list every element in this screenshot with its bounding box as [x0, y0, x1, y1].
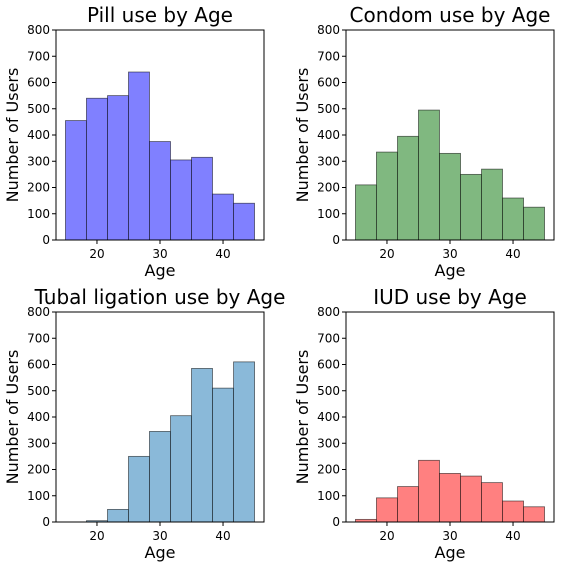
histogram-bar [397, 486, 419, 523]
histogram-bar [481, 168, 503, 241]
y-tick-label: 0 [332, 233, 340, 247]
histogram-bar [212, 193, 234, 241]
y-tick-label: 500 [317, 102, 340, 116]
histogram-bar [502, 500, 524, 523]
y-tick-label: 100 [317, 207, 340, 221]
histogram-bar [397, 135, 419, 241]
y-tick-label: 800 [317, 23, 340, 37]
y-tick-label: 300 [27, 436, 50, 450]
x-tick-label: 40 [215, 529, 230, 543]
histogram-bar [170, 415, 192, 523]
y-axis-label: Number of Users [293, 68, 312, 203]
y-tick-label: 100 [27, 489, 50, 503]
y-tick-label: 400 [27, 410, 50, 424]
histogram-bar [523, 506, 545, 523]
histogram-bar [65, 120, 87, 241]
y-tick-label: 200 [27, 181, 50, 195]
histogram-bar [439, 473, 461, 523]
histogram-bar [149, 141, 171, 241]
y-tick-label: 400 [27, 128, 50, 142]
x-tick-label: 30 [442, 247, 457, 261]
histogram-bar [418, 459, 440, 523]
histogram-bar [460, 475, 482, 523]
y-tick-label: 700 [317, 331, 340, 345]
chart-title: Condom use by Age [350, 3, 551, 27]
y-tick-label: 700 [27, 49, 50, 63]
y-tick-label: 500 [317, 384, 340, 398]
histogram-bar [212, 387, 234, 523]
y-axis-label: Number of Users [3, 350, 22, 485]
y-tick-label: 300 [317, 436, 340, 450]
y-tick-label: 0 [42, 515, 50, 529]
y-axis-label: Number of Users [293, 350, 312, 485]
chart-panel-2: 0 100 200 300 400 500 600 700 800 20 30 40 Condom us… [293, 3, 555, 280]
histogram-bar [376, 497, 398, 523]
y-axis-label: Number of Users [3, 68, 22, 203]
x-axis-label: Age [145, 543, 176, 562]
y-tick-label: 200 [27, 463, 50, 477]
y-tick-label: 200 [317, 463, 340, 477]
chart-panel-4: 0 100 200 300 400 500 600 700 800 20 30 40 IUD use b… [293, 285, 555, 562]
x-tick-label: 30 [442, 529, 457, 543]
y-tick-label: 800 [27, 23, 50, 37]
x-axis-label: Age [435, 261, 466, 280]
histogram-bar [86, 97, 108, 241]
y-tick-label: 100 [317, 489, 340, 503]
y-tick-label: 700 [317, 49, 340, 63]
y-tick-label: 800 [317, 305, 340, 319]
x-tick-label: 20 [379, 247, 394, 261]
x-tick-label: 20 [379, 529, 394, 543]
histogram-bar [355, 184, 377, 241]
histogram-bar [107, 95, 129, 241]
histogram-bar [439, 152, 461, 241]
y-tick-label: 100 [27, 207, 50, 221]
histogram-bar [376, 151, 398, 241]
x-tick-label: 40 [505, 529, 520, 543]
y-tick-label: 600 [317, 358, 340, 372]
x-tick-label: 20 [89, 247, 104, 261]
y-tick-label: 600 [317, 76, 340, 90]
histogram-bar [523, 206, 545, 241]
histogram-bar [460, 173, 482, 241]
histogram-bar [128, 455, 150, 523]
chart-title: Pill use by Age [87, 3, 233, 27]
y-tick-label: 0 [42, 233, 50, 247]
x-tick-label: 30 [152, 247, 167, 261]
histogram-bar [481, 482, 503, 523]
y-tick-label: 200 [317, 181, 340, 195]
chart-panel-3: 0 100 200 300 400 500 600 700 800 20 30 40 Tubal lig… [3, 285, 285, 562]
y-tick-label: 300 [27, 154, 50, 168]
y-tick-label: 400 [317, 128, 340, 142]
histogram-bar [191, 368, 213, 523]
histogram-bar [107, 508, 129, 523]
y-tick-label: 700 [27, 331, 50, 345]
chart-title: Tubal ligation use by Age [34, 285, 286, 309]
chart-title: IUD use by Age [373, 285, 527, 309]
histogram-bar [502, 197, 524, 241]
x-axis-label: Age [435, 543, 466, 562]
y-tick-label: 500 [27, 102, 50, 116]
y-tick-label: 500 [27, 384, 50, 398]
histogram-bar [128, 71, 150, 241]
histogram-bar [233, 361, 255, 523]
histogram-bar [149, 431, 171, 523]
y-tick-label: 400 [317, 410, 340, 424]
histogram-bar [418, 109, 440, 241]
x-tick-label: 20 [89, 529, 104, 543]
histogram-bar [191, 156, 213, 241]
y-tick-label: 600 [27, 358, 50, 372]
x-tick-label: 40 [215, 247, 230, 261]
histogram-bar [233, 202, 255, 241]
x-tick-label: 40 [505, 247, 520, 261]
y-tick-label: 0 [332, 515, 340, 529]
x-axis-label: Age [145, 261, 176, 280]
y-tick-label: 800 [27, 305, 50, 319]
x-tick-label: 30 [152, 529, 167, 543]
y-tick-label: 300 [317, 154, 340, 168]
chart-panel-1: 0 100 200 300 400 500 600 700 800 20 30 40 Pill use … [3, 3, 265, 280]
y-tick-label: 600 [27, 76, 50, 90]
histogram-bar [170, 159, 192, 241]
